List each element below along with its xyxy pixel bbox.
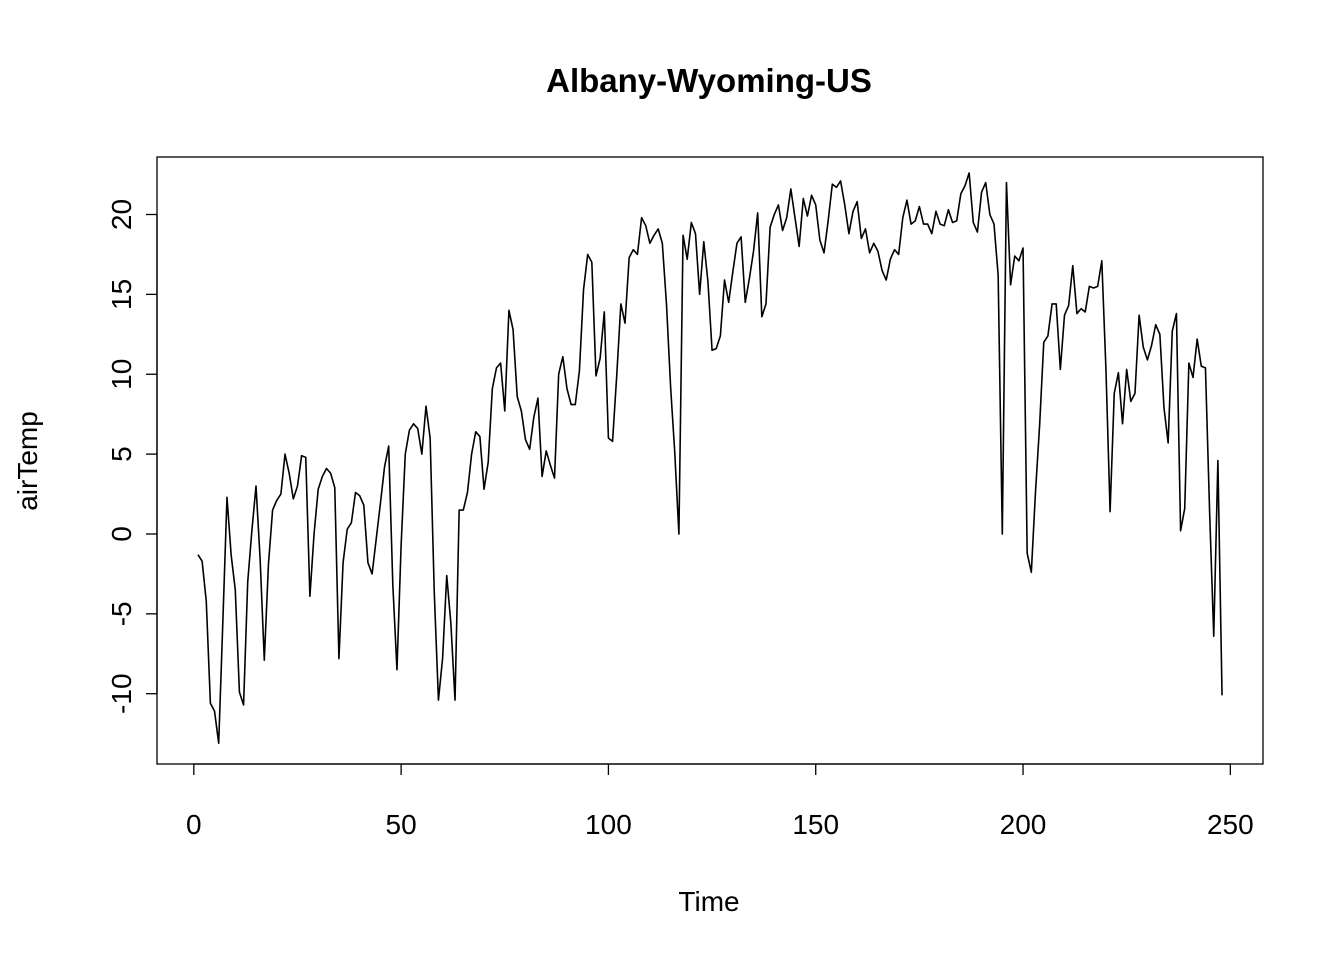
x-tick-label: 150	[792, 809, 839, 840]
y-axis-label: airTemp	[12, 411, 43, 511]
y-tick-label: 20	[106, 199, 137, 230]
x-tick-label: 100	[585, 809, 632, 840]
series-line	[197, 172, 1223, 745]
series-layer	[197, 172, 1223, 745]
x-tick-label: 0	[186, 809, 202, 840]
x-axis-label: Time	[678, 886, 739, 917]
y-axis: -10 -5 0 5 10 15 20	[106, 199, 158, 714]
y-tick-label: 10	[106, 359, 137, 390]
y-tick-label: 5	[106, 446, 137, 462]
x-axis: 0 50 100 150 200 250	[186, 763, 1254, 840]
chart-title: Albany-Wyoming-US	[546, 62, 872, 99]
y-tick-label: -5	[106, 601, 137, 626]
x-tick-label: 200	[1000, 809, 1047, 840]
y-tick-label: 0	[106, 526, 137, 542]
y-tick-label: -10	[106, 673, 137, 713]
plot-frame	[156, 156, 1264, 765]
x-tick-label: 250	[1207, 809, 1254, 840]
y-tick-label: 15	[106, 279, 137, 310]
x-tick-label: 50	[386, 809, 417, 840]
